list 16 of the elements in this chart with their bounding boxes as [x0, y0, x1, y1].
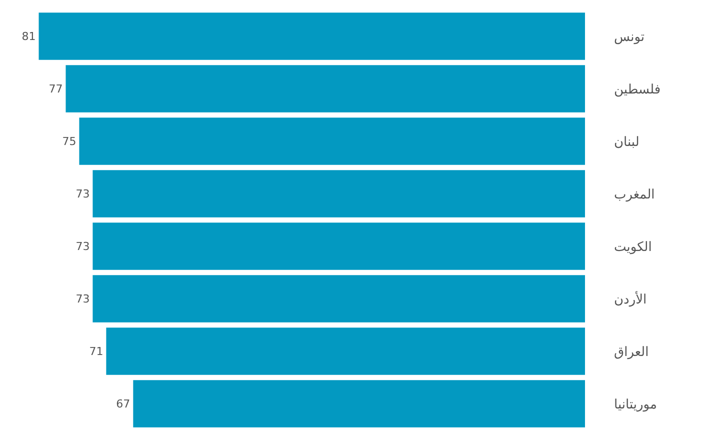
- y-tick-label: موريتانيا: [614, 397, 657, 412]
- y-tick-label: الكويت: [614, 240, 652, 255]
- y-tick-label: فلسطين: [614, 82, 661, 98]
- y-tick-label: تونس: [614, 30, 645, 45]
- data-label: 73: [76, 240, 90, 253]
- data-label: 75: [62, 134, 76, 148]
- data-label: 77: [48, 82, 63, 96]
- data-label: 67: [116, 397, 130, 410]
- y-tick-label: لبنان: [614, 134, 640, 150]
- data-label: 73: [76, 187, 90, 200]
- data-label: 71: [89, 344, 104, 358]
- y-tick-label: المغرب: [614, 187, 655, 202]
- y-tick-label: العراق: [614, 344, 649, 360]
- y-tick-label: الأردن: [614, 290, 647, 308]
- data-label: 73: [76, 292, 90, 306]
- data-label: 81: [22, 30, 36, 43]
